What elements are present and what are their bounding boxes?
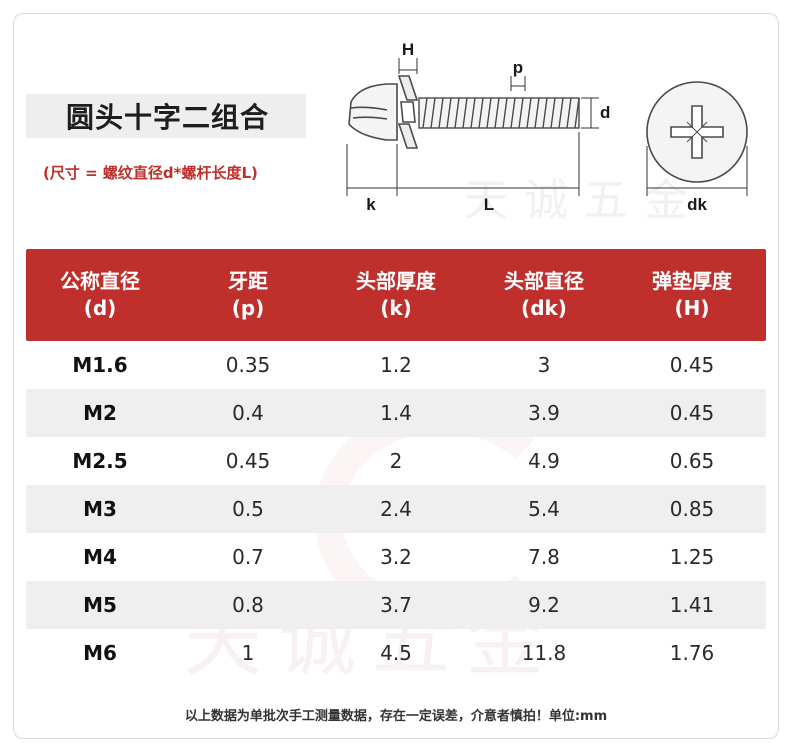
- watermark-top: 天诚五金: [464, 175, 704, 226]
- cell-head-thickness: 4.5: [380, 641, 412, 665]
- cell-size: M2.5: [72, 449, 128, 473]
- header-label: 头部直径: [504, 269, 584, 293]
- header-nominal-diameter: 公称直径 (d): [26, 249, 174, 341]
- table-row: M2.5 0.45 2 4.9 0.65: [26, 437, 766, 485]
- cell-washer-thickness: 1.76: [669, 641, 715, 665]
- label-d: d: [600, 103, 610, 122]
- header-head-thickness: 头部厚度 (k): [322, 249, 470, 341]
- header-washer-thickness: 弹垫厚度 (H): [618, 249, 766, 341]
- cell-size: M2: [83, 401, 117, 425]
- dimension-lines: [346, 58, 748, 196]
- table-row: M1.6 0.35 1.2 3 0.45: [26, 341, 766, 389]
- label-dk: dk: [687, 195, 707, 214]
- label-L: L: [484, 195, 494, 214]
- cell-head-diameter: 9.2: [528, 593, 560, 617]
- cell-washer-thickness: 1.41: [669, 593, 715, 617]
- spec-card: 天诚五金 天诚五金 圆头十字二组合 (尺寸 = 螺纹直径d*螺杆长度L): [13, 13, 779, 739]
- screw-diagram: H p d k L dk: [346, 40, 748, 214]
- header-symbol: (H): [674, 296, 710, 320]
- cell-pitch: 0.5: [232, 497, 264, 521]
- page-title: 圆头十字二组合: [66, 101, 270, 134]
- cell-washer-thickness: 0.65: [669, 449, 715, 473]
- cell-washer-thickness: 1.25: [669, 545, 715, 569]
- cell-head-thickness: 2.4: [380, 497, 412, 521]
- cell-size: M4: [83, 545, 117, 569]
- spec-table: 公称直径 (d) 牙距 (p) 头部厚度 (k) 头部直径 (dk) 弹垫厚度 …: [26, 249, 766, 677]
- cell-pitch: 0.35: [225, 353, 271, 377]
- cell-washer-thickness: 0.85: [669, 497, 715, 521]
- cell-head-thickness: 2: [389, 449, 403, 473]
- label-H: H: [402, 40, 414, 59]
- spring-washer: [397, 75, 419, 149]
- cell-head-diameter: 4.9: [528, 449, 560, 473]
- cell-washer-thickness: 0.45: [669, 401, 715, 425]
- cell-head-diameter: 3: [537, 353, 551, 377]
- cell-head-diameter: 3.9: [528, 401, 560, 425]
- header-label: 头部厚度: [356, 269, 436, 293]
- footnote: 以上数据为单批次手工测量数据，存在一定误差，介意者慎拍！单位:mm: [184, 709, 608, 724]
- cell-head-diameter: 7.8: [528, 545, 560, 569]
- cell-pitch: 0.8: [232, 593, 264, 617]
- table-row: M6 1 4.5 11.8 1.76: [26, 629, 766, 677]
- header-label: 牙距: [228, 269, 268, 293]
- table-row: M4 0.7 3.2 7.8 1.25: [26, 533, 766, 581]
- screw-head-side: [348, 83, 398, 141]
- header-label: 公称直径: [60, 269, 140, 293]
- header-symbol: (k): [380, 296, 412, 320]
- cell-head-diameter: 5.4: [528, 497, 560, 521]
- cell-size: M6: [83, 641, 117, 665]
- header-symbol: (d): [83, 296, 117, 320]
- cell-head-thickness: 1.4: [380, 401, 412, 425]
- cell-pitch: 0.4: [232, 401, 264, 425]
- header-symbol: (p): [231, 296, 265, 320]
- cell-head-thickness: 3.7: [380, 593, 412, 617]
- table-row: M2 0.4 1.4 3.9 0.45: [26, 389, 766, 437]
- screw-head-top: [646, 81, 748, 183]
- cell-head-thickness: 3.2: [380, 545, 412, 569]
- screw-shank: [418, 97, 580, 129]
- cell-head-diameter: 11.8: [521, 641, 567, 665]
- table-header: 公称直径 (d) 牙距 (p) 头部厚度 (k) 头部直径 (dk) 弹垫厚度 …: [26, 249, 766, 341]
- label-p: p: [513, 58, 523, 77]
- title-box: 圆头十字二组合: [26, 94, 306, 138]
- label-k: k: [366, 195, 376, 214]
- header-head-diameter: 头部直径 (dk): [470, 249, 618, 341]
- header-label: 弹垫厚度: [652, 269, 732, 293]
- cell-size: M3: [83, 497, 117, 521]
- table-row: M5 0.8 3.7 9.2 1.41: [26, 581, 766, 629]
- header-pitch: 牙距 (p): [174, 249, 322, 341]
- cell-washer-thickness: 0.45: [669, 353, 715, 377]
- cell-size: M5: [83, 593, 117, 617]
- cell-head-thickness: 1.2: [380, 353, 412, 377]
- spec-note: (尺寸 = 螺纹直径d*螺杆长度L): [43, 164, 258, 182]
- cell-pitch: 0.7: [232, 545, 264, 569]
- cell-size: M1.6: [72, 353, 128, 377]
- cell-pitch: 1: [241, 641, 255, 665]
- cell-pitch: 0.45: [225, 449, 271, 473]
- table-row: M3 0.5 2.4 5.4 0.85: [26, 485, 766, 533]
- header-symbol: (dk): [521, 296, 567, 320]
